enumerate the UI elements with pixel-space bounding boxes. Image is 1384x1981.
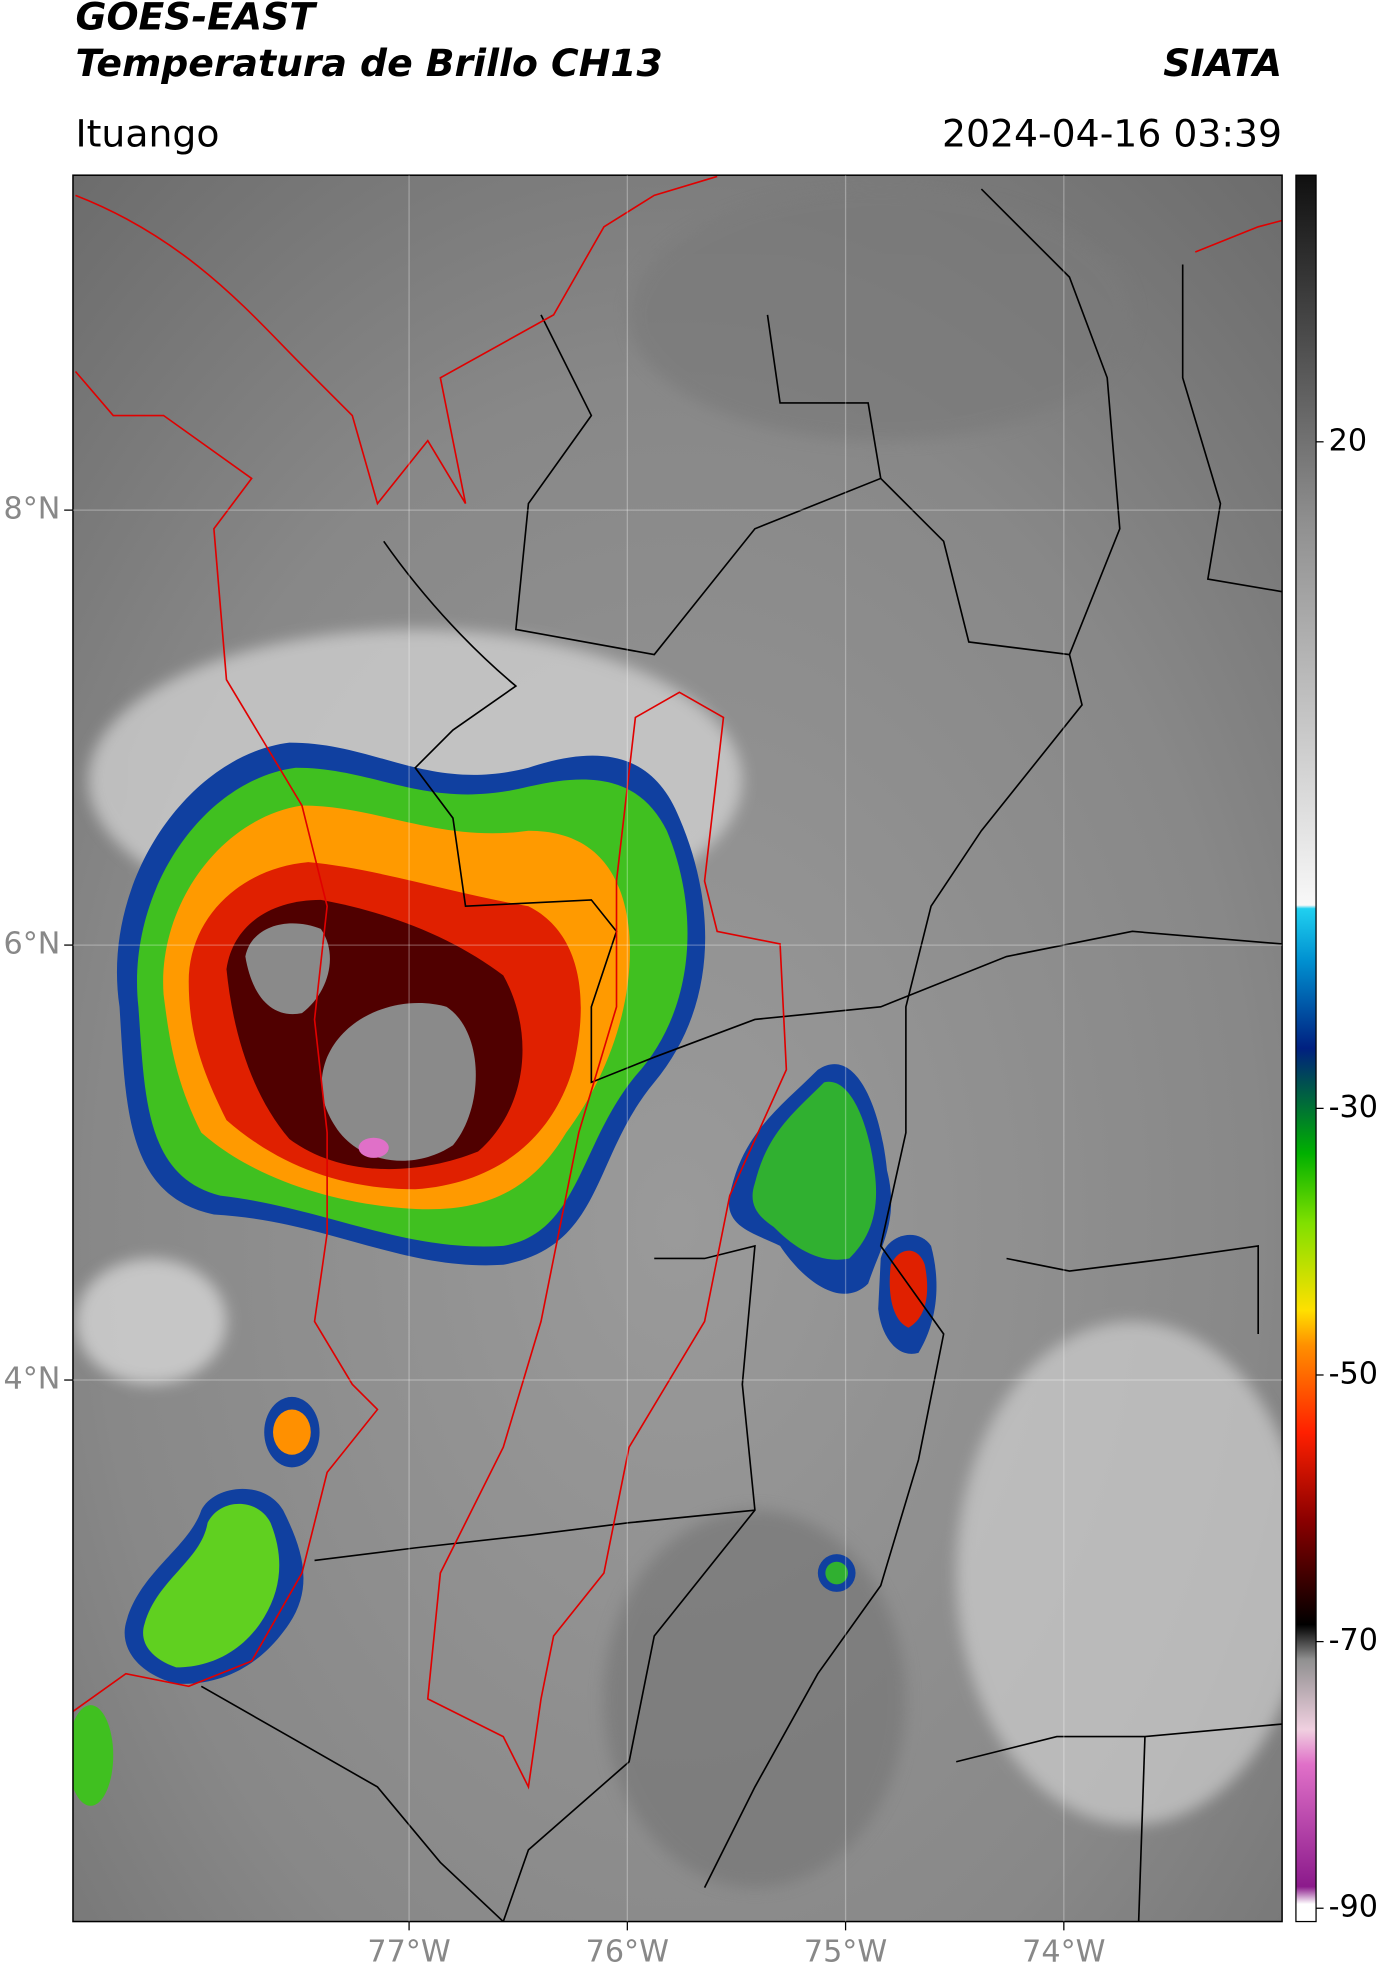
title: GOES-EAST — [75, 0, 318, 39]
map-frame — [72, 174, 1283, 1923]
datetime: 2024-04-16 03:39 — [942, 112, 1282, 156]
colorbar-tick-label: -50 — [1329, 1356, 1378, 1391]
colorbar-tick-label: 20 — [1329, 423, 1367, 458]
storm-cells — [72, 742, 937, 1806]
colorbar — [1295, 174, 1317, 1923]
y-tick-label: 4°N — [4, 1362, 61, 1397]
x-tick-label: 75°W — [804, 1935, 887, 1970]
org: SIATA — [1163, 41, 1282, 85]
colorbar-tick-label: -90 — [1329, 1890, 1378, 1925]
subtitle: Temperatura de Brillo CH13 — [75, 41, 662, 85]
x-tick-label: 77°W — [367, 1935, 450, 1970]
location: Ituango — [75, 112, 219, 156]
coastline — [72, 175, 1283, 1790]
y-tick-label: 8°N — [4, 492, 61, 527]
colorbar-tick-label: -30 — [1329, 1090, 1378, 1125]
x-tick-label: 76°W — [586, 1935, 669, 1970]
y-tick-label: 6°N — [4, 927, 61, 962]
colorbar-tick-label: -70 — [1329, 1623, 1378, 1658]
satellite-image — [72, 175, 1283, 1922]
x-tick-label: 74°W — [1022, 1935, 1105, 1970]
borders — [200, 188, 1283, 1922]
